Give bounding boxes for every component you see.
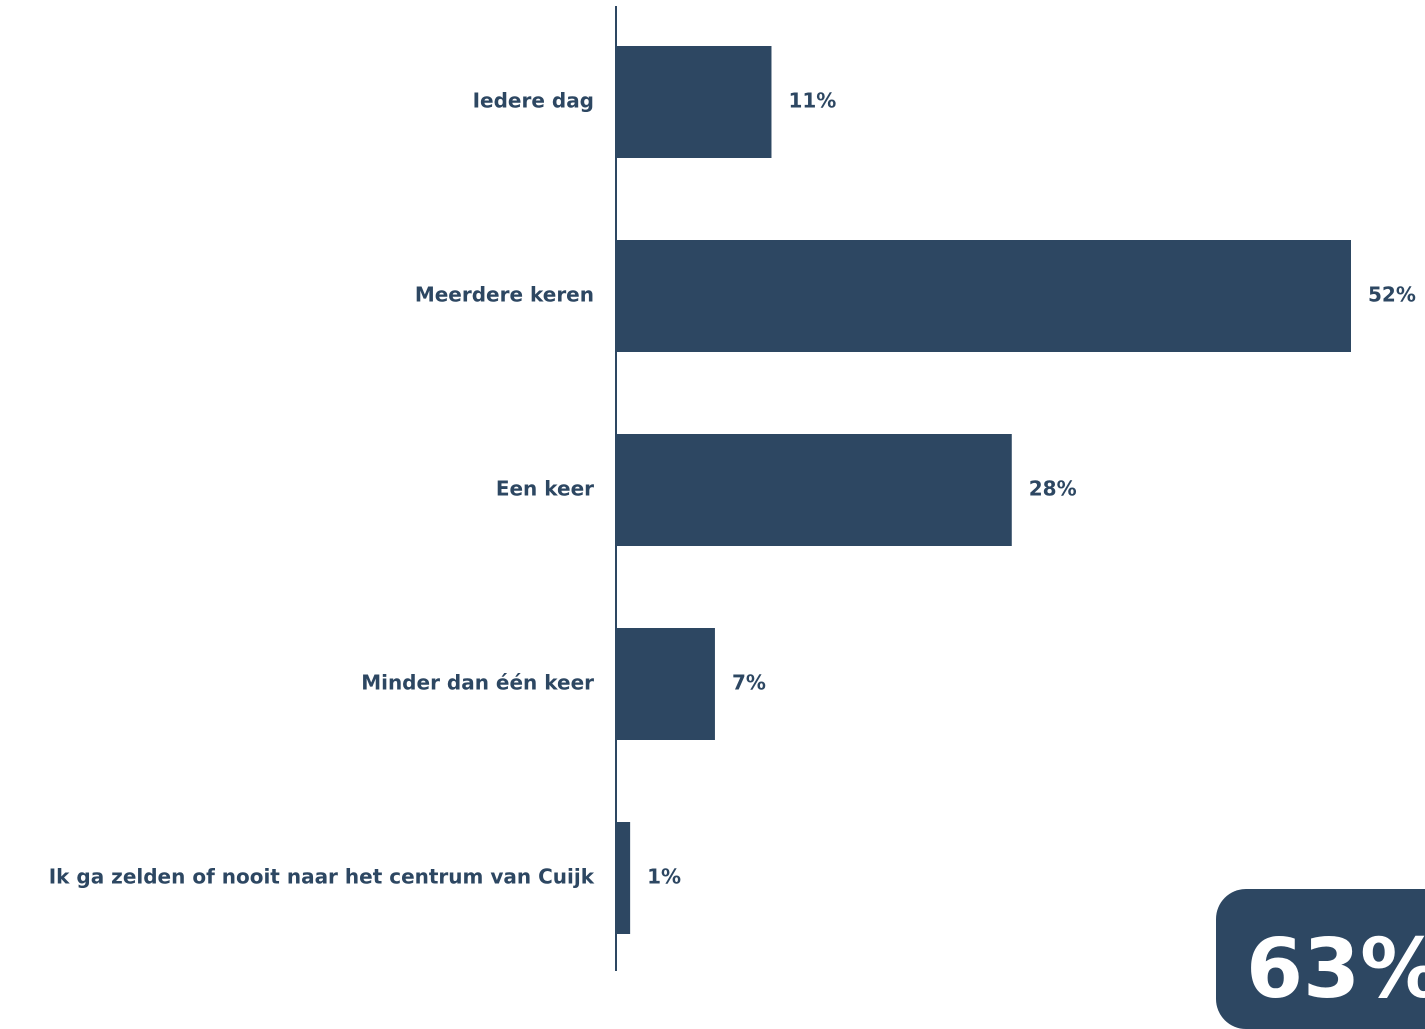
category-label-0: Iedere dag [473, 89, 594, 113]
bar-4 [616, 822, 631, 934]
bar-chart: Iedere dag Meerdere keren Een keer Minder d… [49, 6, 1416, 971]
category-label-1: Meerdere keren [415, 283, 594, 307]
value-label-1: 52% [1368, 283, 1416, 307]
category-label-2: Een keer [496, 477, 594, 501]
highlight-callout-box: 63% [1216, 889, 1425, 1029]
highlight-callout-value: 63% [1246, 922, 1425, 1017]
category-label-4: Ik ga zelden of nooit naar het centrum v… [49, 865, 595, 889]
bar-2 [616, 434, 1012, 546]
value-label-2: 28% [1029, 477, 1077, 501]
value-label-0: 11% [788, 89, 836, 113]
value-labels-group: 11% 52% 28% 7% 1% [647, 89, 1416, 889]
category-label-3: Minder dan één keer [361, 671, 594, 695]
value-label-3: 7% [732, 671, 766, 695]
bar-0 [616, 46, 772, 158]
bars-group [616, 46, 1351, 934]
value-label-4: 1% [647, 865, 681, 889]
bar-3 [616, 628, 715, 740]
category-labels-group: Iedere dag Meerdere keren Een keer Minder d… [49, 89, 595, 889]
bar-1 [616, 240, 1351, 352]
